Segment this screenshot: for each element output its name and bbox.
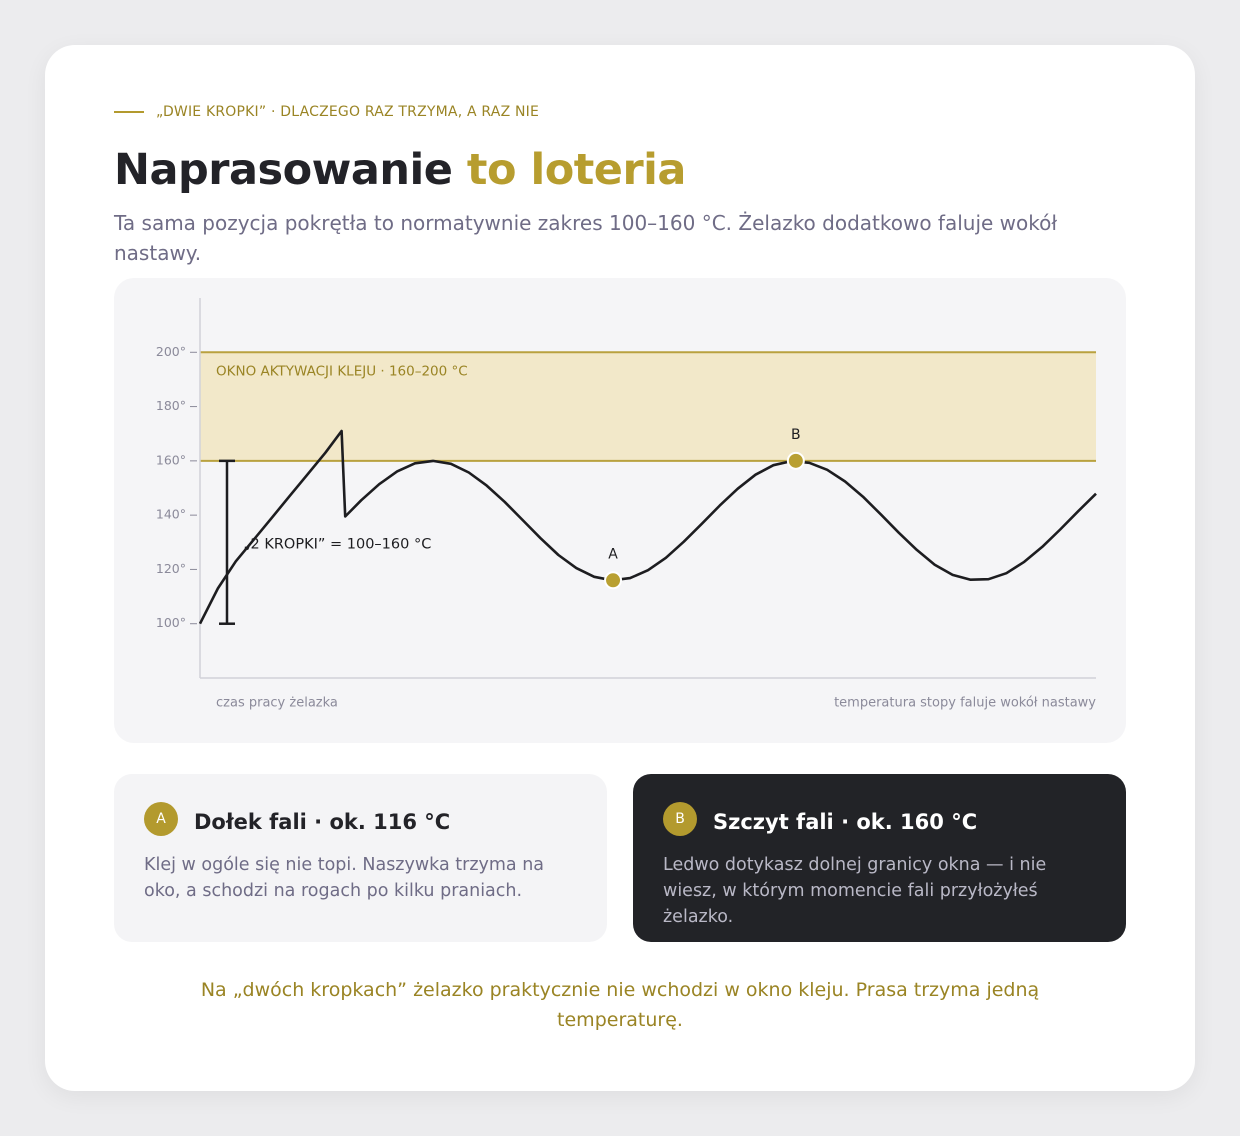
info-title: Szczyt fali · ok. 160 °C (713, 810, 978, 834)
info-text: Klej w ogóle się nie topi. Naszywka trzy… (144, 855, 545, 901)
x-label-right: temperatura stopy faluje wokół nastawy (834, 696, 1096, 711)
y-tick-label: 200° (156, 344, 186, 359)
info-head: A Dołek fali · ok. 116 °C (144, 802, 577, 836)
y-tick-label: 160° (156, 452, 186, 467)
card: „DWIE KROPKI” · DLACZEGO RAZ TRZYMA, A R… (45, 45, 1195, 1091)
x-label-left: czas pracy żelazka (216, 696, 338, 711)
eyebrow: „DWIE KROPKI” · DLACZEGO RAZ TRZYMA, A R… (114, 104, 539, 120)
title-accent: to loteria (466, 145, 687, 195)
y-tick-label: 120° (156, 561, 186, 576)
wave-point (786, 451, 805, 470)
info-text: Ledwo dotykasz dolnej granicy okna — i n… (663, 855, 1047, 927)
point-label: B (791, 427, 801, 443)
y-tick-label: 180° (156, 398, 186, 413)
title: Naprasowanie to loteria (114, 145, 686, 195)
chart: OKNO AKTYWACJI KLEJU · 160–200 °C 100° 120… (156, 298, 1097, 711)
band-label: OKNO AKTYWACJI KLEJU · 160–200 °C (216, 363, 468, 379)
point-label: A (608, 546, 618, 562)
info-head: B Szczyt fali · ok. 160 °C (663, 802, 1096, 836)
badge: B (663, 802, 697, 836)
info-card: A Dołek fali · ok. 116 °C Klej w ogóle si… (114, 774, 607, 942)
activation-band (200, 352, 1096, 461)
info-title: Dołek fali · ok. 116 °C (194, 810, 451, 834)
subtitle: Ta sama pozycja pokrętła to normatywnie … (114, 211, 1058, 265)
badge: A (144, 802, 178, 836)
title-plain: Naprasowanie (114, 145, 453, 195)
chart-panel: OKNO AKTYWACJI KLEJU · 160–200 °C 100° 120… (114, 278, 1126, 743)
temperature-line (198, 429, 1097, 625)
footer-note: Na „dwóch kropkach” żelazko praktycznie … (200, 979, 1040, 1031)
range-label: „2 KROPKI” = 100–160 °C (243, 536, 431, 552)
y-tick-label: 100° (156, 615, 186, 630)
y-tick-label: 140° (156, 507, 186, 522)
info-card: B Szczyt fali · ok. 160 °C Ledwo dotykasz… (633, 774, 1126, 942)
wave-point (604, 571, 623, 590)
